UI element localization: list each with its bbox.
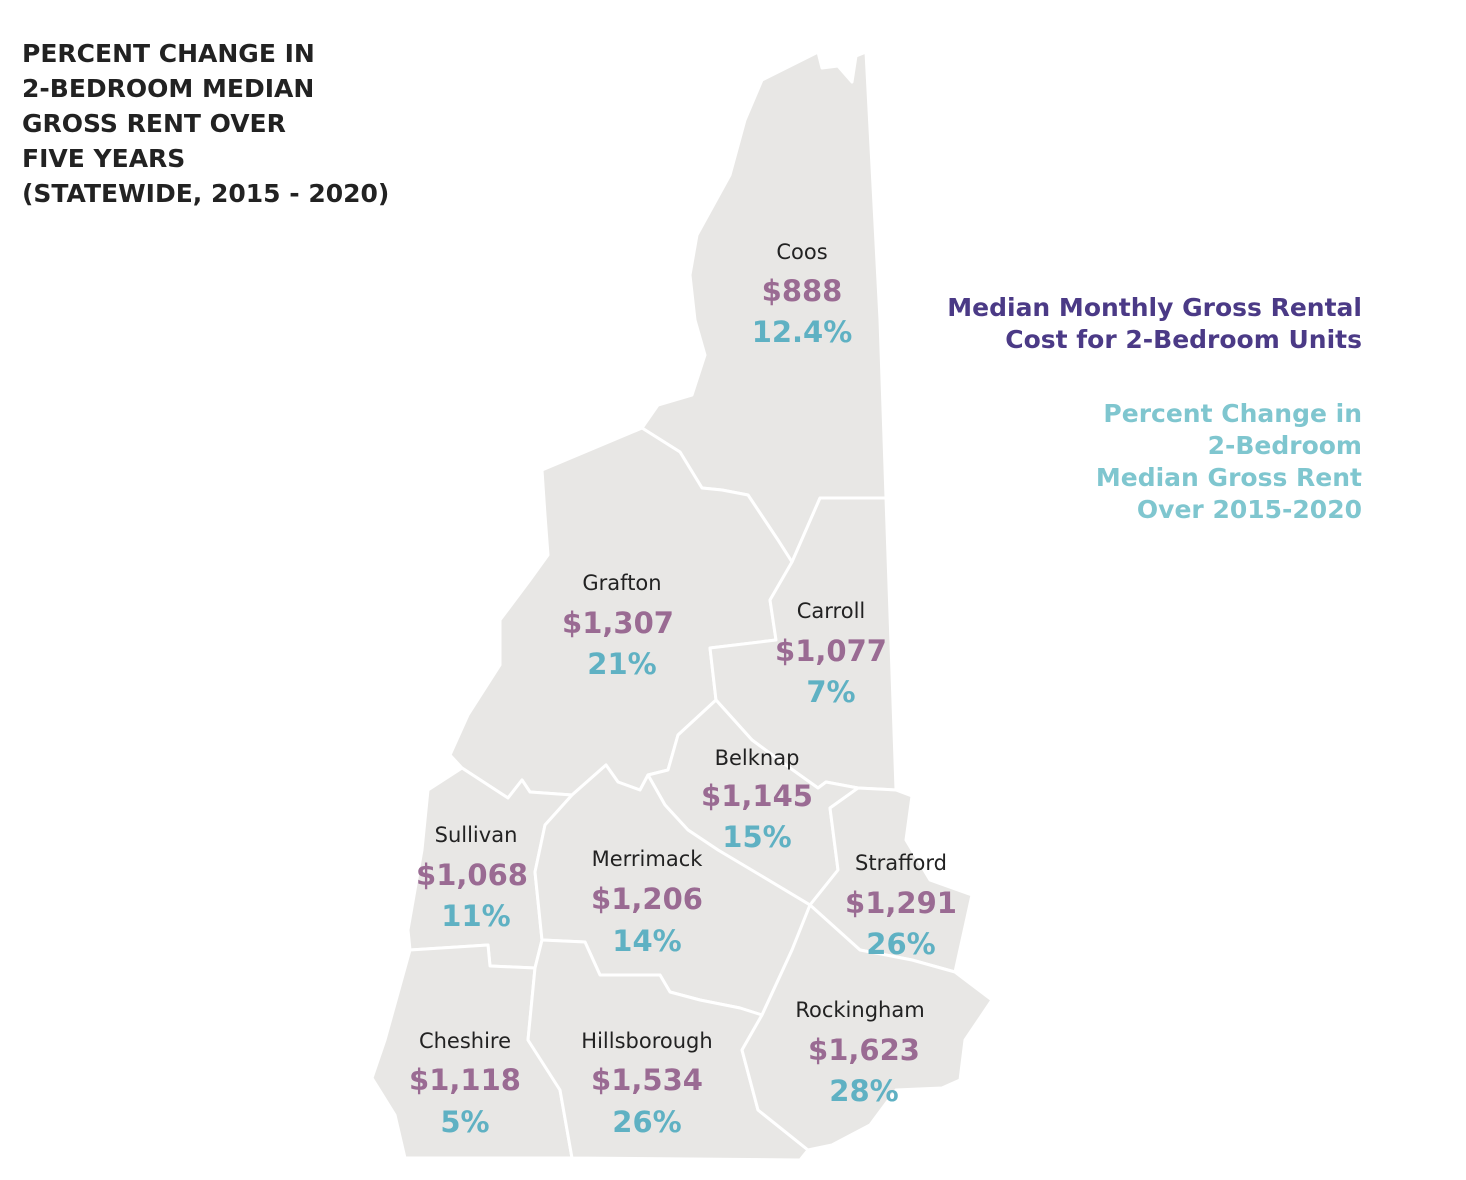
county-name: Sullivan	[435, 823, 518, 847]
label-sullivan: Sullivan $1,068 11%	[416, 823, 528, 933]
legend-percent: Percent Change in 2-Bedroom Median Gross…	[1096, 398, 1362, 526]
label-cheshire: Cheshire $1,118 5%	[409, 1029, 521, 1139]
legend-percent-line: Percent Change in	[1103, 399, 1362, 428]
map-title-line: GROSS RENT OVER	[22, 109, 286, 138]
county-name: Belknap	[715, 746, 800, 770]
county-name: Strafford	[855, 851, 947, 875]
percent-change: 21%	[587, 647, 656, 681]
county-name: Carroll	[797, 599, 866, 623]
label-carroll: Carroll $1,077 7%	[775, 599, 887, 709]
county-name: Merrimack	[592, 847, 704, 871]
county-name: Cheshire	[419, 1029, 511, 1053]
county-name: Hillsborough	[581, 1029, 712, 1053]
rent-value: $1,534	[591, 1063, 703, 1097]
label-strafford: Strafford $1,291 26%	[845, 851, 957, 961]
legend-percent-line: Over 2015-2020	[1136, 495, 1362, 524]
percent-change: 26%	[866, 927, 935, 961]
label-coos: Coos $888 12.4%	[752, 240, 853, 349]
percent-change: 28%	[829, 1074, 898, 1108]
percent-change: 5%	[440, 1105, 489, 1139]
label-hillsborough: Hillsborough $1,534 26%	[581, 1029, 712, 1139]
county-name: Coos	[776, 240, 827, 264]
rent-value: $1,206	[591, 882, 703, 916]
county-shapes	[370, 50, 994, 1162]
percent-change: 26%	[612, 1105, 681, 1139]
percent-change: 12.4%	[752, 315, 853, 349]
rent-value: $1,623	[808, 1033, 920, 1067]
rent-value: $1,291	[845, 886, 957, 920]
county-rockingham[interactable]	[740, 903, 994, 1152]
rent-value: $1,077	[775, 634, 887, 668]
percent-change: 7%	[806, 675, 855, 709]
percent-change: 14%	[612, 924, 681, 958]
map-title-line: (STATEWIDE, 2015 - 2020)	[22, 179, 390, 208]
map-title-line: FIVE YEARS	[22, 144, 186, 173]
legend-percent-line: 2-Bedroom	[1207, 431, 1362, 460]
legend-rent: Median Monthly Gross Rental Cost for 2-B…	[947, 292, 1362, 356]
county-name: Grafton	[582, 571, 661, 595]
county-name: Rockingham	[795, 998, 924, 1022]
rent-value: $1,118	[409, 1063, 521, 1097]
map-title: PERCENT CHANGE IN 2-BEDROOM MEDIAN GROSS…	[22, 36, 389, 211]
label-merrimack: Merrimack $1,206 14%	[591, 847, 703, 958]
percent-change: 15%	[722, 820, 791, 854]
county-labels: Coos $888 12.4% Grafton $1,307 21% Carro…	[409, 240, 957, 1139]
percent-change: 11%	[441, 899, 510, 933]
legend-rent-line: Median Monthly Gross Rental	[947, 293, 1362, 322]
map-title-line: PERCENT CHANGE IN	[22, 39, 315, 68]
legend-percent-line: Median Gross Rent	[1095, 463, 1362, 492]
map-title-line: 2-BEDROOM MEDIAN	[22, 74, 315, 103]
rent-value: $888	[762, 274, 843, 308]
label-rockingham: Rockingham $1,623 28%	[795, 998, 924, 1108]
label-grafton: Grafton $1,307 21%	[562, 571, 674, 681]
legend-rent-line: Cost for 2-Bedroom Units	[1005, 325, 1362, 354]
rent-value: $1,145	[701, 779, 813, 813]
label-belknap: Belknap $1,145 15%	[701, 746, 813, 854]
rent-value: $1,068	[416, 858, 528, 892]
rent-value: $1,307	[562, 606, 674, 640]
